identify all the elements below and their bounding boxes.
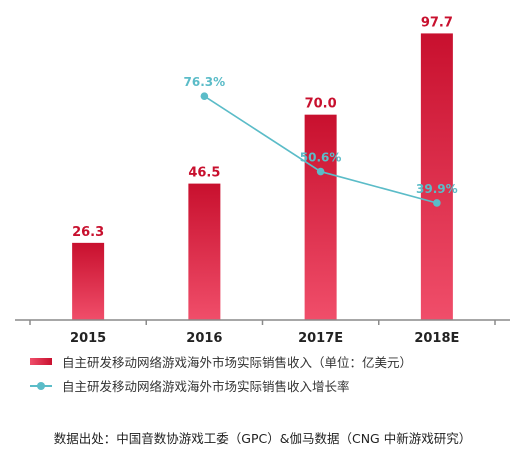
growth-value-label-2018E: 39.9% [416, 182, 458, 196]
bar-value-label-2016: 46.5 [188, 166, 220, 181]
legend-bar-swatch [30, 358, 52, 365]
growth-point-2018E [433, 199, 441, 207]
legend-line-swatch [30, 381, 52, 390]
bar-value-label-2017E: 70.0 [305, 97, 337, 112]
x-tick-label-2017E: 2017E [298, 331, 343, 346]
legend-line-label: 自主研发移动网络游戏海外市场实际销售收入增长率 [62, 379, 350, 394]
legend-item-line: 自主研发移动网络游戏海外市场实际销售收入增长率 [30, 376, 350, 395]
bar-2015 [72, 242, 105, 320]
growth-value-label-2016: 76.3% [184, 75, 226, 89]
bar-value-label-2015: 26.3 [72, 225, 104, 240]
bar-2017E [304, 114, 337, 321]
bar-2018E [420, 33, 453, 321]
growth-point-2017E [316, 167, 325, 176]
x-tick-label-2015: 2015 [70, 331, 106, 346]
x-tick-label-2018E: 2018E [414, 331, 459, 346]
x-tick-label-2016: 2016 [186, 331, 222, 346]
bar-2016 [188, 183, 221, 320]
legend-item-bars: 自主研发移动网络游戏海外市场实际销售收入（单位：亿美元） [30, 352, 412, 371]
growth-value-label-2017E: 50.6% [300, 151, 342, 165]
growth-point-2016 [200, 92, 209, 100]
source-note: 数据出处：中国音数协游戏工委（GPC）&伽马数据（CNG 中新游戏研究） [53, 431, 472, 446]
bar-value-label-2018E: 97.7 [421, 15, 453, 30]
legend-bar-label: 自主研发移动网络游戏海外市场实际销售收入（单位：亿美元） [62, 355, 413, 370]
